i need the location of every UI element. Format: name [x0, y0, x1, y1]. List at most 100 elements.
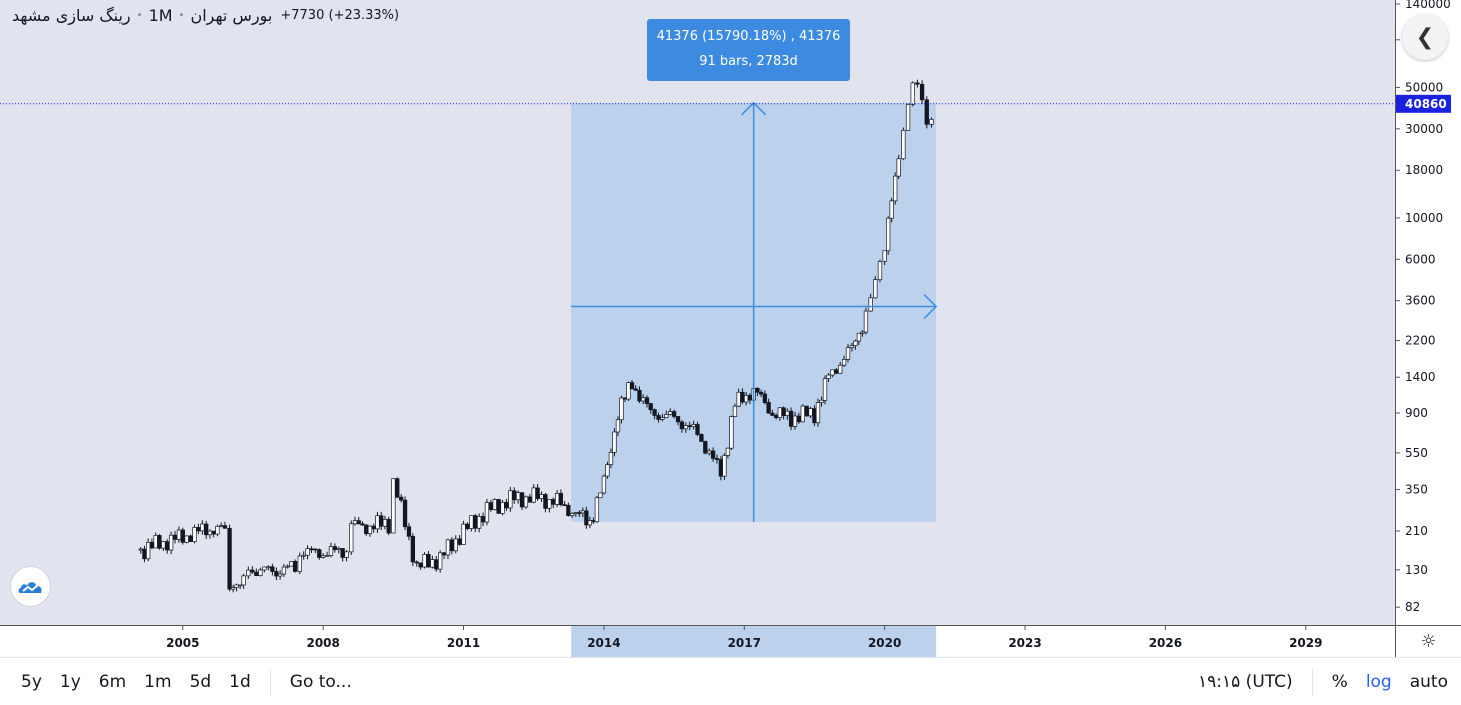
candle-body — [619, 397, 624, 421]
range-1m-button[interactable]: 1m — [144, 671, 172, 692]
symbol-header: رینگ سازی مشهد • 1M • بورس تهران +7730 (… — [12, 6, 399, 25]
collapse-panel-button[interactable]: ❮ — [1402, 14, 1448, 60]
time-tick-label: 2023 — [1008, 636, 1041, 650]
candle-body — [664, 414, 669, 418]
tradingview-logo[interactable] — [10, 566, 51, 607]
candle-body — [146, 541, 151, 560]
candle-body — [792, 415, 798, 427]
candle-body — [691, 424, 696, 427]
candle-body — [219, 525, 224, 527]
candle-body — [215, 526, 220, 535]
candle-body — [379, 515, 384, 527]
candle-body — [637, 389, 642, 402]
log-scale-button[interactable]: log — [1365, 671, 1392, 692]
candle-body — [480, 516, 486, 523]
candle-body — [652, 409, 657, 416]
candle-body — [266, 566, 271, 569]
candle-body — [695, 424, 700, 435]
candle-body — [386, 518, 391, 534]
candle-body — [901, 129, 906, 160]
price-tick-label: 50000 — [1405, 80, 1443, 94]
candle-body — [587, 520, 593, 526]
candle-body — [896, 158, 901, 177]
candle-body — [395, 478, 400, 498]
candle-body — [856, 332, 862, 342]
candle-body — [262, 566, 267, 571]
candle-body — [274, 571, 279, 577]
candle-body — [800, 405, 805, 423]
candle-body — [434, 559, 439, 570]
range-5y-button[interactable]: 5y — [21, 671, 42, 692]
symbol-name: رینگ سازی مشهد — [12, 6, 131, 25]
candle-body — [710, 450, 716, 459]
candle-body — [594, 497, 600, 523]
candle-body — [227, 527, 232, 590]
chevron-left-icon: ❮ — [1415, 24, 1435, 50]
candle-body — [473, 515, 478, 529]
candle-body — [777, 407, 783, 418]
range-5d-button[interactable]: 5d — [189, 671, 212, 692]
candle-body — [180, 529, 185, 543]
candle-body — [281, 566, 287, 575]
candle-body — [438, 552, 443, 570]
candle-body — [360, 523, 365, 526]
candle-body — [703, 441, 708, 454]
range-1d-button[interactable]: 1d — [229, 671, 251, 692]
time-tick-label: 2020 — [868, 636, 901, 650]
candle-body — [622, 397, 628, 400]
last-price-label: 40860 — [1405, 97, 1447, 111]
candle-body — [675, 416, 681, 423]
candle-body — [736, 391, 741, 407]
candle-body — [469, 515, 474, 529]
timezone-button[interactable]: ۱۹:۱۵ (UTC) — [1198, 671, 1293, 692]
candle-body — [889, 200, 894, 219]
interval-label[interactable]: 1M — [148, 6, 173, 25]
candle-body — [321, 555, 326, 558]
goto-date-button[interactable]: Go to... — [289, 671, 352, 692]
candle-body — [349, 523, 354, 553]
candle-body — [747, 395, 753, 401]
candle-body — [838, 364, 843, 374]
range-1y-button[interactable]: 1y — [59, 671, 81, 692]
candle-body — [375, 515, 380, 530]
auto-scale-button[interactable]: auto — [1409, 671, 1448, 692]
price-tick-label: 30000 — [1405, 122, 1443, 136]
candle-body — [246, 569, 251, 577]
candle-body — [796, 415, 802, 423]
candle-body — [500, 501, 505, 514]
candle-body — [399, 496, 404, 501]
price-tick-label: 2200 — [1405, 334, 1436, 348]
candle-body — [644, 397, 650, 404]
price-chart: 1400009000050000300001800010000600036002… — [0, 0, 1451, 657]
candle-body — [929, 118, 934, 125]
bottom-toolbar: 5y 1y 6m 1m 5d 1d Go to... ۱۹:۱۵ (UTC) %… — [0, 657, 1461, 705]
candle-body — [297, 555, 302, 572]
sun-gear-icon: ☼ — [1420, 631, 1437, 652]
candle-body — [641, 397, 646, 402]
candle-body — [714, 458, 720, 460]
percent-scale-button[interactable]: % — [1331, 671, 1348, 692]
price-change-percent: (+23.33%) — [328, 8, 400, 23]
candle-body — [591, 520, 596, 523]
price-tick-label: 6000 — [1405, 252, 1436, 266]
candle-body — [834, 369, 839, 374]
range-6m-button[interactable]: 6m — [98, 671, 127, 692]
candle-body — [660, 417, 665, 420]
candle-body — [364, 524, 369, 535]
candle-body — [868, 297, 873, 312]
candle-body — [305, 548, 310, 556]
time-tick-label: 2005 — [166, 636, 199, 650]
candle-body — [758, 391, 764, 395]
candle-body — [882, 250, 887, 262]
chart-settings-button[interactable]: ☼ — [1395, 625, 1461, 657]
candle-body — [788, 410, 794, 427]
price-tick-label: 900 — [1405, 406, 1428, 420]
candle-body — [656, 415, 661, 420]
price-tick-label: 3600 — [1405, 294, 1436, 308]
candle-body — [258, 569, 263, 576]
candle-body — [523, 496, 529, 508]
candle-body — [626, 382, 631, 400]
candle-body — [492, 499, 497, 510]
candle-body — [157, 535, 162, 549]
candle-body — [919, 83, 925, 101]
